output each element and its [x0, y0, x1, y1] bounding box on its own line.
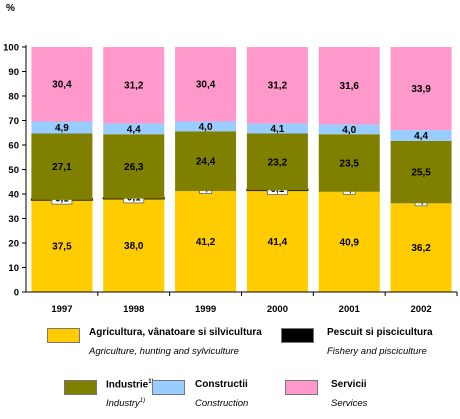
legend-label-ro: Agricultura, vânatoare si silvicultura — [89, 327, 262, 338]
bar-segment-agri — [31, 200, 93, 292]
bar-value-label-agri: 37,5 — [52, 242, 72, 253]
legend: Agricultura, vânatoare si silvicultura A… — [0, 318, 460, 419]
bar-segment-cons — [103, 123, 165, 135]
bar-value-label-cons: 4,4 — [414, 131, 428, 142]
bar-segment-ind — [31, 133, 93, 200]
bar-value-label-serv: 31,2 — [124, 81, 144, 92]
y-tick-label: 20 — [8, 239, 19, 250]
legend-swatch-services — [285, 380, 318, 395]
bar-segment-cons — [31, 121, 93, 134]
bar-value-label-serv: 30,4 — [52, 80, 72, 91]
y-tick-label: 50 — [8, 165, 19, 176]
bar-value-label-ind: 23,2 — [268, 157, 288, 168]
bar-segment-cons — [390, 130, 452, 141]
legend-label-en: Fishery and pisciculture — [327, 346, 427, 357]
x-tick-label: 1998 — [123, 304, 144, 315]
legend-label-en: Agriculture, hunting and sylviculture — [89, 346, 239, 357]
legend-label-ro: Servicii — [331, 379, 367, 390]
bar-segment-agri — [175, 191, 237, 292]
bar-segment-agri — [103, 198, 165, 292]
bar-value-label-serv: 31,2 — [268, 81, 288, 92]
bar-value-label-serv: 33,9 — [411, 84, 431, 95]
bar-segment-serv — [318, 47, 380, 125]
bar-segment-ind — [390, 140, 452, 204]
legend-label-ro: Industrie1) — [106, 379, 154, 391]
bar-value-label-agri: 36,2 — [411, 243, 431, 254]
bar-value-label-cons: 4,9 — [55, 123, 69, 134]
bar-value-label-serv: 31,6 — [340, 81, 360, 92]
bar-value-label-serv: 30,4 — [196, 80, 216, 91]
bar-segment-ind — [318, 134, 380, 192]
x-tick-label: 1999 — [195, 304, 216, 315]
y-tick-label: 10 — [8, 263, 19, 274]
bar-value-label-ind: 23,5 — [340, 159, 360, 170]
bar-segment-agri — [318, 191, 380, 292]
bar-value-label-cons: 4,1 — [270, 124, 284, 135]
legend-swatch-agriculture — [47, 328, 80, 343]
bar-value-label-ind: 24,4 — [196, 157, 216, 168]
bar-segment-serv — [246, 47, 308, 124]
bar-segment-serv — [31, 47, 93, 122]
bar-value-label-agri: 40,9 — [340, 237, 360, 248]
legend-label-en: Construction — [195, 398, 249, 409]
legend-swatch-fishery — [281, 328, 314, 343]
legend-label-en: Industry1) — [106, 398, 146, 410]
y-tick-label: 70 — [8, 116, 19, 127]
bar-segment-cons — [175, 121, 237, 132]
bar-value-label-agri: 41,4 — [268, 237, 288, 248]
bar-segment-ind — [103, 134, 165, 199]
bar-value-label-agri: 41,2 — [196, 237, 216, 248]
y-tick-label: 40 — [8, 190, 19, 201]
x-tick-label: 2001 — [339, 304, 361, 315]
x-tick-label: 1997 — [51, 304, 72, 315]
bar-segment-agri — [246, 190, 308, 292]
bar-value-label-ind: 26,3 — [124, 162, 144, 173]
y-tick-label: 80 — [8, 92, 19, 103]
y-unit-label: % — [6, 3, 15, 14]
bar-segment-serv — [103, 47, 165, 124]
y-tick-label: 30 — [8, 214, 19, 225]
bar-segment-ind — [175, 131, 237, 192]
bar-value-label-ind: 25,5 — [411, 168, 431, 179]
bar-segment-ind — [246, 133, 308, 191]
bar-value-label-agri: 38,0 — [124, 241, 144, 252]
y-tick-label: 60 — [8, 141, 19, 152]
bar-value-label-cons: 4,4 — [127, 124, 141, 135]
y-tick-label: 100 — [3, 43, 19, 54]
legend-label-ro: Constructii — [195, 379, 248, 390]
y-tick-label: 0 — [14, 288, 19, 299]
bar-segment-agri — [390, 203, 452, 292]
legend-label-ro: Pescuit si piscicultura — [327, 327, 433, 338]
stacked-bar-chart: % 010203040506070809010037,50,127,14,930… — [3, 3, 458, 315]
legend-swatch-industry — [64, 380, 97, 395]
legend-label-en: Services — [331, 398, 368, 409]
bar-segment-serv — [390, 47, 452, 131]
bar-segment-serv — [175, 47, 237, 122]
bar-segment-cons — [318, 124, 380, 135]
bar-value-label-cons: 4,0 — [199, 122, 213, 133]
bar-value-label-cons: 4,0 — [342, 125, 356, 136]
x-tick-label: 2000 — [267, 304, 288, 315]
legend-swatch-construction — [152, 380, 185, 395]
x-tick-label: 2002 — [411, 304, 432, 315]
y-tick-label: 90 — [8, 67, 19, 78]
bar-segment-cons — [246, 123, 308, 134]
bar-value-label-ind: 27,1 — [52, 162, 72, 173]
